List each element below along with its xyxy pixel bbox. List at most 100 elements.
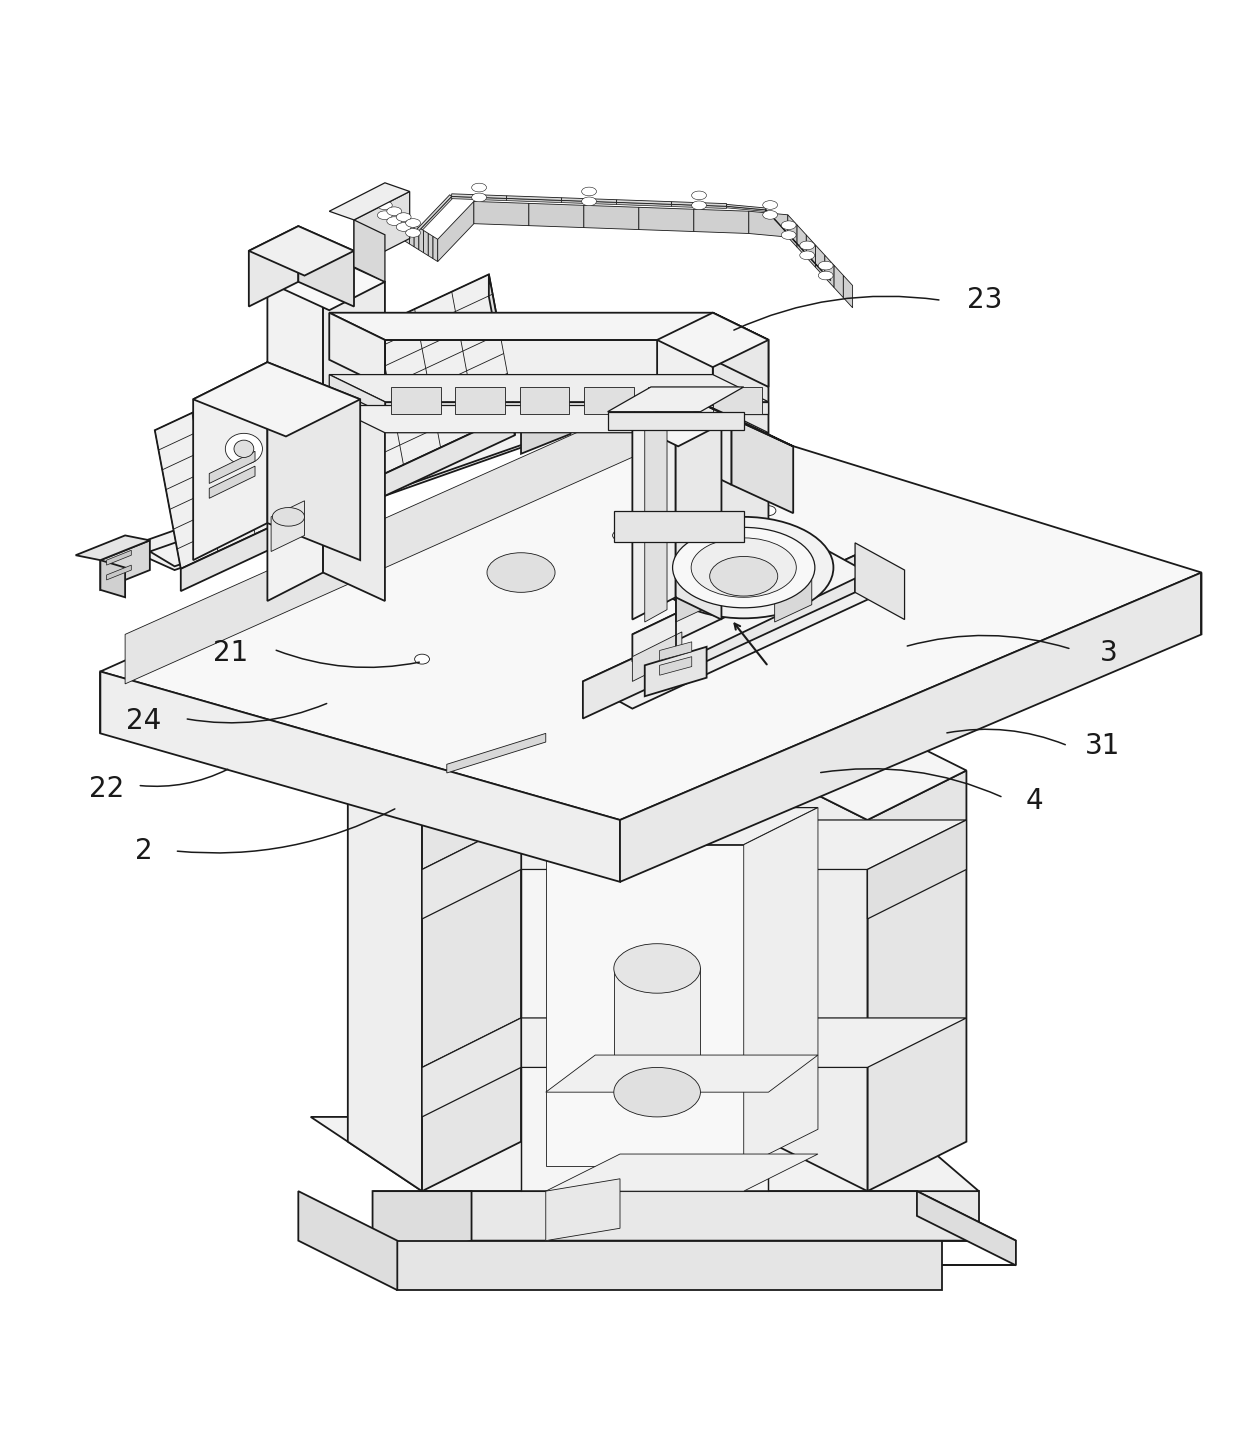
Polygon shape — [794, 239, 804, 251]
Polygon shape — [107, 565, 131, 580]
Polygon shape — [419, 228, 424, 252]
Ellipse shape — [377, 211, 392, 219]
Polygon shape — [422, 1018, 966, 1067]
Polygon shape — [125, 417, 546, 570]
Polygon shape — [353, 221, 384, 281]
Ellipse shape — [672, 528, 815, 607]
Polygon shape — [688, 397, 732, 485]
Polygon shape — [769, 721, 966, 820]
Polygon shape — [372, 1191, 471, 1266]
Polygon shape — [100, 541, 150, 590]
Polygon shape — [520, 386, 569, 414]
Polygon shape — [546, 808, 818, 845]
Polygon shape — [672, 202, 727, 206]
Polygon shape — [249, 226, 299, 307]
Polygon shape — [387, 216, 392, 219]
Polygon shape — [506, 199, 562, 202]
Polygon shape — [620, 572, 1202, 883]
Ellipse shape — [405, 228, 420, 238]
Ellipse shape — [692, 200, 707, 209]
Polygon shape — [765, 209, 775, 221]
Polygon shape — [422, 820, 966, 870]
Polygon shape — [353, 192, 409, 267]
Polygon shape — [404, 219, 409, 244]
Polygon shape — [774, 221, 784, 231]
Ellipse shape — [699, 493, 714, 503]
Polygon shape — [330, 313, 769, 340]
Polygon shape — [843, 275, 853, 307]
Ellipse shape — [763, 211, 777, 219]
Polygon shape — [713, 313, 769, 572]
Polygon shape — [76, 535, 150, 559]
Polygon shape — [268, 254, 324, 601]
Polygon shape — [616, 202, 672, 206]
Polygon shape — [100, 672, 620, 883]
Polygon shape — [268, 362, 360, 559]
Polygon shape — [812, 260, 822, 271]
Polygon shape — [438, 202, 474, 261]
Polygon shape — [562, 198, 616, 202]
Polygon shape — [330, 405, 769, 433]
Text: 31: 31 — [1085, 731, 1120, 760]
Ellipse shape — [709, 557, 777, 596]
Polygon shape — [672, 205, 727, 209]
Polygon shape — [397, 1240, 941, 1291]
Polygon shape — [422, 770, 521, 1191]
Polygon shape — [792, 241, 802, 251]
Polygon shape — [330, 183, 409, 221]
Polygon shape — [249, 226, 353, 275]
Polygon shape — [802, 251, 812, 261]
Ellipse shape — [614, 943, 701, 994]
Ellipse shape — [613, 531, 627, 541]
Polygon shape — [732, 418, 794, 513]
Ellipse shape — [818, 271, 833, 280]
Text: 3: 3 — [1100, 639, 1117, 668]
Polygon shape — [474, 202, 528, 225]
Text: 21: 21 — [212, 639, 248, 668]
Polygon shape — [614, 510, 744, 542]
Polygon shape — [806, 235, 816, 267]
Polygon shape — [414, 195, 451, 235]
Polygon shape — [660, 642, 692, 660]
Polygon shape — [632, 402, 676, 620]
Polygon shape — [405, 228, 410, 232]
Polygon shape — [422, 1191, 978, 1240]
Polygon shape — [825, 255, 835, 287]
Polygon shape — [405, 228, 410, 231]
Polygon shape — [744, 808, 818, 1167]
Polygon shape — [784, 229, 794, 241]
Polygon shape — [749, 211, 787, 236]
Polygon shape — [868, 770, 966, 1191]
Polygon shape — [347, 721, 521, 820]
Polygon shape — [424, 231, 428, 255]
Polygon shape — [125, 375, 707, 684]
Polygon shape — [765, 211, 775, 221]
Polygon shape — [410, 231, 415, 235]
Polygon shape — [546, 1056, 818, 1092]
Ellipse shape — [405, 219, 420, 228]
Polygon shape — [645, 418, 667, 622]
Ellipse shape — [582, 198, 596, 206]
Polygon shape — [330, 375, 384, 414]
Polygon shape — [451, 193, 507, 199]
Polygon shape — [193, 362, 360, 437]
Polygon shape — [397, 222, 402, 225]
Polygon shape — [608, 412, 744, 430]
Text: 2: 2 — [135, 836, 153, 865]
Polygon shape — [639, 208, 694, 232]
Polygon shape — [414, 225, 419, 249]
Polygon shape — [392, 219, 397, 222]
Polygon shape — [632, 402, 722, 447]
Polygon shape — [347, 770, 422, 1191]
Polygon shape — [324, 254, 384, 601]
Polygon shape — [676, 402, 722, 620]
Polygon shape — [299, 1191, 397, 1291]
Polygon shape — [507, 196, 562, 200]
Polygon shape — [268, 254, 384, 310]
Text: 23: 23 — [967, 287, 1003, 314]
Ellipse shape — [800, 241, 815, 249]
Ellipse shape — [226, 434, 263, 464]
Polygon shape — [546, 1178, 620, 1240]
Polygon shape — [821, 270, 831, 281]
Polygon shape — [402, 225, 407, 228]
